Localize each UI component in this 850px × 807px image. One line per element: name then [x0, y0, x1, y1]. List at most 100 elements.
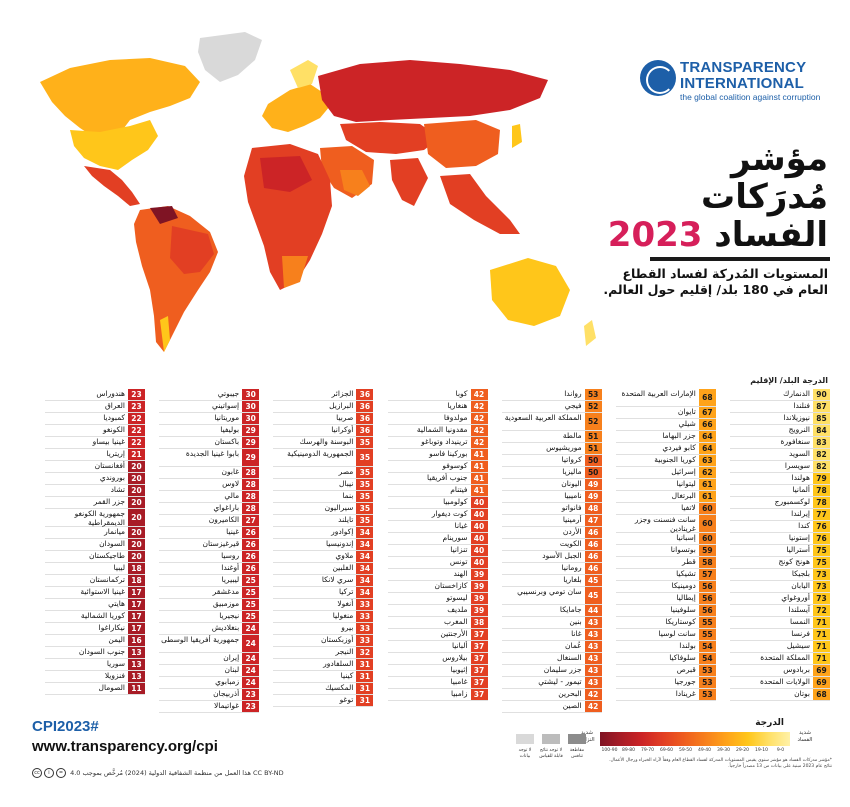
country-score: 78 — [813, 485, 830, 496]
table-row: الكاميرون 27 — [159, 515, 260, 527]
brand-tagline: the global coalition against corruption — [680, 92, 821, 102]
page-subtitle: المستويات المُدركة لفساد القطاع العام في… — [603, 266, 828, 297]
table-row: غيانا 40 — [387, 521, 488, 533]
table-row: جيبوتي 30 — [159, 389, 260, 401]
table-row: رواندا 53 — [501, 389, 602, 401]
country-name: أستراليا — [786, 545, 810, 554]
country-name: الكويت — [559, 539, 582, 548]
table-row: تشيكيا 57 — [615, 569, 716, 581]
country-score: 57 — [698, 569, 716, 580]
table-row: روسيا 26 — [159, 551, 260, 563]
country-score: 46 — [584, 551, 602, 562]
country-name: نيجيريا — [219, 611, 240, 620]
country-score: 49 — [584, 479, 602, 490]
country-score: 30 — [242, 401, 260, 412]
table-row: قيرغيزستان 26 — [159, 539, 260, 551]
table-row: زمبابوي 24 — [159, 677, 260, 689]
country-score: 63 — [698, 455, 716, 466]
table-row: غواتيمالا 23 — [159, 701, 260, 713]
title-word: الفساد — [714, 215, 828, 255]
country-name: روسيا — [221, 551, 240, 560]
country-name: بابوا غينيا الجديدة — [185, 449, 240, 458]
country-name: النرويج — [788, 425, 810, 434]
country-name: جنوب السودان — [78, 647, 125, 656]
table-row: ناميبيا 49 — [501, 491, 602, 503]
country-score: 71 — [813, 629, 830, 640]
country-name: أفغانستان — [94, 461, 125, 470]
country-name: النيجر — [335, 647, 354, 656]
table-row: كوستاريكا 55 — [615, 617, 716, 629]
country-name: سنغافورة — [780, 437, 810, 446]
country-score: 26 — [242, 527, 260, 538]
table-row: تونس 40 — [387, 557, 488, 569]
table-column: جيبوتي 30 إسواتيني 30 موريتانيا 30 بوليفيا 29 با… — [159, 372, 260, 713]
country-score: 75 — [813, 557, 830, 568]
table-row: كازاخستان 39 — [387, 581, 488, 593]
country-score: 42 — [470, 437, 488, 448]
country-name: مولدوفا — [443, 413, 468, 422]
table-row: جامايكا 44 — [501, 605, 602, 617]
country-name: سري لانكا — [321, 575, 354, 584]
table-row: كينيا 31 — [273, 671, 374, 683]
country-name: البوسنة والهرسك — [299, 437, 354, 446]
table-row: بوليفيا 29 — [159, 425, 260, 437]
country-score: 20 — [128, 539, 145, 550]
map-region-europe — [262, 84, 330, 132]
country-score: 73 — [813, 593, 830, 604]
table-row: رومانيا 46 — [501, 563, 602, 575]
country-name: قبرص — [676, 665, 696, 674]
table-row: إسواتيني 30 — [159, 401, 260, 413]
table-row: بوروندي 20 — [45, 473, 145, 485]
table-row: البرازيل 36 — [273, 401, 374, 413]
country-score: 34 — [356, 563, 374, 574]
hashtag-link[interactable]: CPI2023# — [32, 718, 99, 735]
country-name: الفلبين — [332, 563, 354, 572]
country-name: جنوب أفريقيا — [427, 473, 468, 482]
legend-tick: 39-30 — [716, 748, 731, 753]
legend-ticks: 100-90 89-80 79-70 69-60 59-50 49-40 39-30 29-2… — [600, 748, 790, 753]
country-score: 78 — [813, 497, 830, 508]
country-name: هايتي — [108, 599, 125, 608]
table-row: بوتان 68 — [730, 689, 830, 701]
table-row: عُمان 43 — [501, 641, 602, 653]
country-score: 34 — [356, 551, 374, 562]
country-name: سيشيل — [786, 641, 810, 650]
table-row: توغو 31 — [273, 695, 374, 707]
country-name: سانت فنسنت وجزر غرينادين — [634, 515, 696, 533]
table-column: الدرجة البلد/ الإقليم الدنمارك 90 فنلندا 87 ن… — [730, 372, 830, 701]
table-row: الولايات المتحدة 69 — [730, 677, 830, 689]
country-score: 23 — [242, 701, 260, 712]
country-score: 34 — [356, 539, 374, 550]
country-name: موزمبيق — [212, 599, 240, 608]
country-name: غواتيمالا — [214, 701, 240, 710]
country-score: 20 — [128, 473, 145, 484]
table-header: الدرجة البلد/ الإقليم — [750, 376, 828, 385]
country-name: الإمارات العربية المتحدة — [621, 389, 696, 398]
country-score: 55 — [698, 629, 716, 640]
map-region-uruguay-chile — [160, 316, 170, 352]
country-name: ماليزيا — [562, 467, 582, 476]
country-score: 64 — [698, 443, 716, 454]
country-name: بوليفيا — [220, 425, 240, 434]
country-score: 28 — [242, 479, 260, 490]
table-row: الجبل الأسود 46 — [501, 551, 602, 563]
website-link[interactable]: www.transparency.org/cpi — [32, 738, 218, 755]
country-name: تيمور - ليشتي — [538, 677, 582, 686]
legend-tick: 100-90 — [601, 748, 618, 753]
country-name: قيرغيزستان — [202, 539, 240, 548]
country-score: 37 — [470, 653, 488, 664]
table-row: أرمينيا 47 — [501, 515, 602, 527]
country-score: 47 — [584, 515, 602, 526]
nd-icon: = — [56, 768, 66, 778]
table-row: بلغاريا 45 — [501, 575, 602, 587]
country-name: الدنمارك — [783, 389, 810, 398]
table-column: رواندا 53 فيجي 52 المملكة العربية السعودية 52… — [501, 372, 602, 713]
country-name: ليبيا — [113, 563, 125, 572]
country-name: بوتسوانا — [670, 545, 696, 554]
country-name: الأردن — [562, 527, 582, 536]
legend-tick: 79-70 — [640, 748, 655, 753]
country-score: 36 — [356, 389, 374, 400]
country-name: كوريا الشمالية — [80, 611, 125, 620]
country-name: ليتوانيا — [676, 479, 696, 488]
country-score: 41 — [470, 449, 488, 460]
